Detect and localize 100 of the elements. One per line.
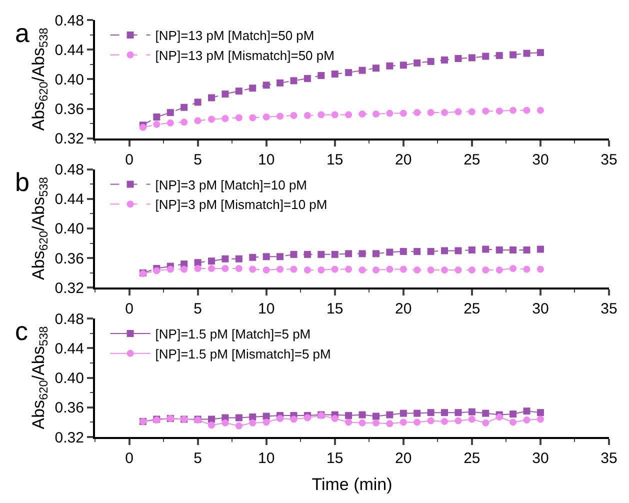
point	[208, 264, 216, 272]
point	[386, 266, 394, 273]
point	[318, 111, 325, 118]
point	[372, 250, 380, 258]
point	[153, 113, 160, 120]
x-tick-label: 25	[464, 450, 480, 467]
point	[510, 246, 517, 254]
point	[345, 111, 352, 118]
x-tick-label: 15	[326, 300, 344, 318]
point	[400, 266, 407, 273]
point	[304, 266, 311, 274]
point	[482, 410, 490, 417]
y-tick-label: 0.44	[54, 191, 84, 208]
x-tick-label: 15	[326, 450, 344, 467]
point	[222, 255, 229, 262]
point	[427, 266, 434, 274]
point	[468, 54, 476, 62]
point	[386, 110, 394, 117]
y-tick-label: 0.32	[54, 130, 84, 148]
point	[304, 74, 311, 82]
point	[536, 106, 544, 114]
x-tick-label: 15	[326, 151, 344, 168]
point	[249, 114, 256, 122]
point	[482, 246, 490, 253]
point	[536, 246, 544, 253]
legend-label: [NP]=1.5 pM [Mismatch]=5 pM	[155, 346, 331, 362]
point	[358, 66, 366, 74]
x-tick-label: 35	[600, 300, 618, 318]
point	[454, 417, 462, 424]
point	[468, 408, 476, 416]
point	[331, 414, 338, 422]
x-tick-label: 25	[464, 300, 480, 318]
point	[441, 56, 448, 64]
x-tick-label: 10	[258, 300, 275, 318]
point	[331, 266, 338, 273]
point	[276, 266, 284, 273]
x-tick-label: 0	[125, 450, 134, 467]
point	[222, 114, 229, 122]
point	[235, 422, 242, 430]
point	[194, 264, 202, 272]
point	[510, 264, 517, 272]
x-tick-label: 30	[532, 300, 549, 318]
point	[222, 419, 229, 426]
point	[304, 112, 311, 120]
x-tick-label: 10	[258, 450, 275, 467]
point	[331, 70, 338, 78]
point	[276, 253, 284, 260]
point	[180, 266, 188, 273]
point	[276, 79, 284, 86]
point	[400, 418, 407, 426]
point	[166, 109, 174, 116]
point	[304, 250, 311, 258]
x-tick-label: 0	[125, 300, 134, 318]
point	[496, 266, 503, 274]
point	[208, 422, 216, 429]
point	[454, 409, 462, 416]
y-tick-label: 0.40	[54, 370, 84, 388]
x-tick-label: 35	[600, 450, 618, 467]
point	[372, 64, 380, 72]
point	[249, 254, 256, 261]
point	[345, 412, 352, 420]
x-tick-label: 10	[258, 151, 275, 168]
x-tick-label: 5	[194, 300, 202, 318]
point	[262, 266, 270, 274]
point	[386, 420, 394, 428]
text: c	[15, 316, 28, 346]
point	[414, 418, 421, 426]
point	[331, 250, 338, 258]
point	[510, 418, 517, 426]
point	[208, 94, 216, 102]
point	[400, 248, 407, 255]
point	[414, 59, 421, 66]
point	[400, 110, 407, 117]
point	[510, 410, 517, 418]
point	[523, 266, 530, 273]
point	[468, 246, 476, 254]
point	[166, 266, 174, 273]
point	[345, 266, 352, 273]
point	[482, 108, 490, 115]
x-tick-label: 20	[395, 450, 412, 467]
point	[235, 88, 242, 95]
point	[358, 419, 366, 426]
point	[454, 108, 462, 116]
point	[358, 250, 366, 258]
point	[386, 62, 394, 70]
point	[180, 118, 188, 126]
point	[166, 119, 174, 126]
x-tick-label: 20	[395, 300, 412, 318]
y-tick-label: 0.44	[54, 42, 84, 59]
x-tick-label: 20	[395, 151, 412, 168]
point	[262, 412, 270, 420]
point	[523, 408, 530, 415]
point	[290, 250, 298, 258]
legend-label: [NP]=3 pM [Mismatch]=10 pM	[155, 197, 328, 212]
point	[523, 106, 530, 114]
point	[235, 114, 242, 122]
point	[208, 416, 216, 423]
point	[262, 418, 270, 426]
point	[194, 259, 202, 266]
point	[318, 250, 325, 258]
